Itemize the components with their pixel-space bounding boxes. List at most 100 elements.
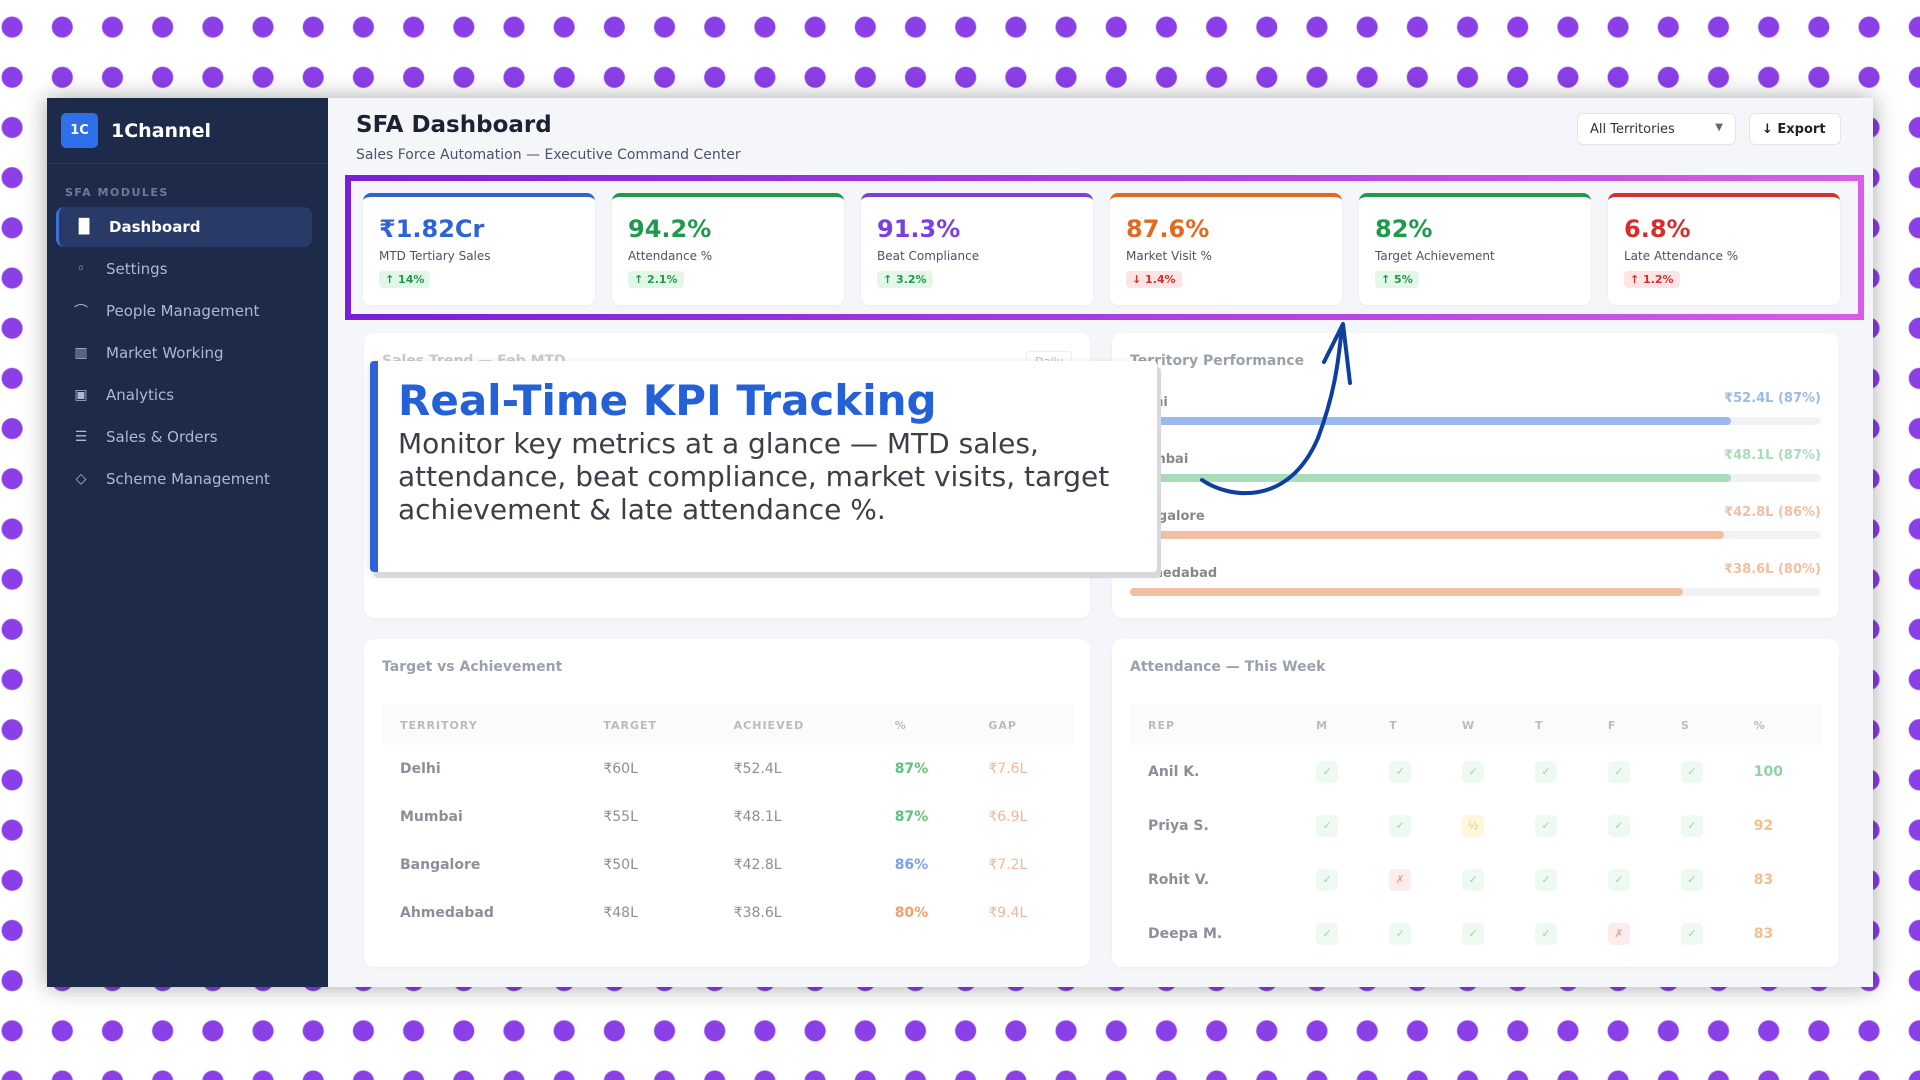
table-cell: ✓: [1590, 745, 1663, 799]
sidebar-item-scheme-management[interactable]: ◇ Scheme Management: [56, 459, 312, 499]
table-cell: ✓: [1590, 799, 1663, 853]
main-content: SFA Dashboard Sales Force Automation — E…: [328, 98, 1873, 987]
sidebar: 1C 1Channel SFA MODULES ▐▌ Dashboard ◦ Sett…: [47, 98, 328, 987]
attendance-mark-half: ½: [1462, 815, 1485, 837]
table-cell: ₹7.2L: [988, 857, 1028, 873]
brand[interactable]: 1C 1Channel: [47, 98, 328, 164]
page-title: SFA Dashboard: [356, 112, 552, 138]
table-cell: 100: [1753, 764, 1784, 780]
column-header: %: [1735, 705, 1822, 745]
attendance-mark-present: ✓: [1680, 869, 1703, 891]
table-cell: ₹48L: [603, 905, 638, 921]
dot-icon: ◦: [76, 261, 86, 277]
sidebar-item-analytics[interactable]: ▣ Analytics: [56, 375, 312, 415]
cart-icon: ☰: [74, 429, 88, 445]
kpi-card: ₹1.82Cr MTD Tertiary Sales ↑ 14%: [363, 193, 595, 305]
kpi-change-badge: ↑ 3.2%: [877, 271, 933, 288]
chevron-down-icon: ▼: [1715, 122, 1723, 133]
table-cell: ✓: [1663, 853, 1736, 907]
callout-box: Real-Time KPI Tracking Monitor key metri…: [370, 361, 1157, 572]
sidebar-item-market-working[interactable]: ▥ Market Working: [56, 333, 312, 373]
sidebar-item-label: People Management: [106, 302, 260, 320]
table-cell: ₹55L: [603, 809, 638, 825]
card-title: Attendance — This Week: [1130, 659, 1326, 675]
attendance-mark-present: ✓: [1607, 761, 1630, 783]
kpi-value: 6.8%: [1624, 215, 1691, 243]
attendance-mark-present: ✓: [1316, 869, 1339, 891]
table-row: Delhi ₹60L ₹52.4L 87% ₹7.6L: [382, 745, 1074, 793]
attendance-mark-absent: ✗: [1607, 923, 1630, 945]
table-cell: ✓: [1371, 745, 1444, 799]
table-cell: ✓: [1663, 907, 1736, 961]
table-cell: Rohit V.: [1148, 872, 1210, 888]
attendance-mark-present: ✓: [1316, 815, 1339, 837]
table-cell: ₹6.9L: [988, 809, 1028, 825]
table-cell: 87%: [894, 761, 929, 777]
table-row: Anil K. ✓ ✓ ✓ ✓ ✓ ✓ 100: [1130, 745, 1822, 799]
attendance-mark-present: ✓: [1462, 869, 1485, 891]
table-row: Ahmedabad ₹48L ₹38.6L 80% ₹9.4L: [382, 889, 1074, 937]
table-cell: ✓: [1517, 853, 1590, 907]
kpi-change-badge: ↑ 2.1%: [628, 271, 684, 288]
table-cell: Bangalore: [400, 857, 481, 873]
sidebar-item-settings[interactable]: ◦ Settings: [56, 249, 312, 289]
kpi-change-badge: ↑ 1.2%: [1624, 271, 1680, 288]
column-header: TERRITORY: [382, 705, 586, 745]
table-cell: ½: [1444, 799, 1517, 853]
kpi-label: Market Visit %: [1126, 249, 1212, 263]
column-header: T: [1516, 705, 1590, 745]
sidebar-item-label: Sales & Orders: [106, 428, 218, 446]
table-cell: ✗: [1590, 907, 1663, 961]
attendance-mark-present: ✓: [1680, 815, 1703, 837]
export-button[interactable]: ↓ Export: [1749, 113, 1841, 145]
table-cell: ✓: [1444, 853, 1517, 907]
table-header: TERRITORY TARGET ACHIEVED% GAP: [382, 705, 1074, 745]
attendance-mark-present: ✓: [1389, 761, 1412, 783]
table-cell: Ahmedabad: [400, 905, 494, 921]
table-cell: ✓: [1663, 745, 1736, 799]
table-cell: ✓: [1444, 745, 1517, 799]
table-cell: ₹7.6L: [988, 761, 1028, 777]
table-cell: ✓: [1444, 907, 1517, 961]
sidebar-section-label: SFA MODULES: [65, 186, 169, 199]
attendance-mark-present: ✓: [1389, 815, 1412, 837]
table-cell: ✓: [1371, 799, 1444, 853]
progress-track: [1130, 531, 1821, 539]
sidebar-item-sales-orders[interactable]: ☰ Sales & Orders: [56, 417, 312, 457]
attendance-mark-present: ✓: [1607, 869, 1630, 891]
table-cell: ₹48.1L: [733, 809, 782, 825]
territory-select[interactable]: All Territories ▼: [1577, 113, 1736, 145]
column-header: T: [1371, 705, 1445, 745]
column-header: %: [876, 705, 971, 745]
kpi-label: Late Attendance %: [1624, 249, 1739, 263]
column-header: GAP: [970, 705, 1074, 745]
attendance-mark-absent: ✗: [1389, 869, 1412, 891]
column-header: TARGET: [585, 705, 716, 745]
attendance-mark-present: ✓: [1462, 923, 1485, 945]
kpi-label: Attendance %: [628, 249, 713, 263]
sidebar-item-label: Analytics: [106, 386, 175, 404]
bar-chart-icon: ▐▌: [73, 219, 95, 235]
attendance-mark-present: ✓: [1680, 761, 1703, 783]
table-cell: ✓: [1663, 799, 1736, 853]
table-cell: ✓: [1298, 745, 1371, 799]
card-title: Target vs Achievement: [382, 659, 563, 675]
sidebar-item-label: Dashboard: [109, 218, 201, 236]
page-subtitle: Sales Force Automation — Executive Comma…: [356, 147, 741, 163]
territory-row: Delhi₹52.4L (87%): [1130, 391, 1821, 425]
table-row: Bangalore ₹50L ₹42.8L 86% ₹7.2L: [382, 841, 1074, 889]
kpi-label: Target Achievement: [1375, 249, 1495, 263]
table-cell: ✓: [1298, 907, 1371, 961]
progress-fill: [1130, 531, 1725, 539]
sidebar-item-dashboard[interactable]: ▐▌ Dashboard: [56, 207, 312, 247]
column-header: S: [1662, 705, 1736, 745]
table-row: Deepa M. ✓ ✓ ✓ ✓ ✗ ✓ 83: [1130, 907, 1822, 961]
table-cell: ✓: [1590, 853, 1663, 907]
table-cell: ✓: [1517, 745, 1590, 799]
kpi-label: MTD Tertiary Sales: [379, 249, 491, 263]
logo: 1C: [61, 113, 98, 148]
table-cell: 87%: [894, 809, 929, 825]
sidebar-item-people-management[interactable]: ⌒ People Management: [56, 291, 312, 331]
kpi-change-badge: ↑ 14%: [379, 271, 431, 288]
attendance-mark-present: ✓: [1462, 761, 1485, 783]
